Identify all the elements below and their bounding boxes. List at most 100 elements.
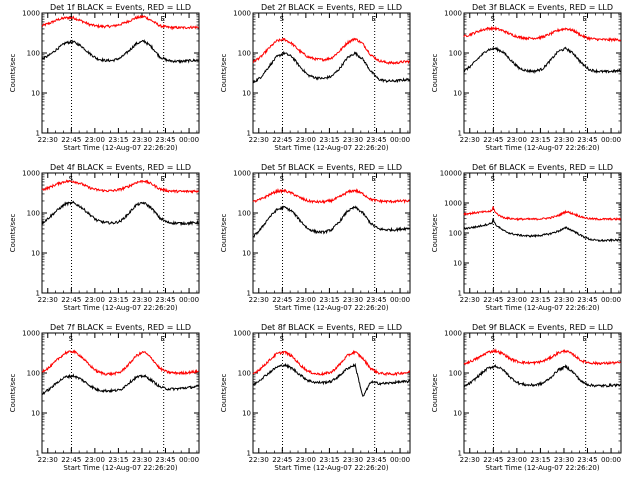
x-tick-label: 22:30 xyxy=(38,456,58,464)
x-tick-label: 00:00 xyxy=(390,296,410,304)
y-tick-label: 10 xyxy=(453,90,462,98)
series-red xyxy=(252,188,410,205)
marker-label-E: E xyxy=(583,175,587,183)
x-tick-label: 23:00 xyxy=(296,456,316,464)
x-tick-label: 23:30 xyxy=(343,456,363,464)
y-tick-label: 1000 xyxy=(444,10,462,18)
y-tick-label: 1 xyxy=(247,130,251,138)
x-tick-label: 22:45 xyxy=(272,136,292,144)
plot-frame xyxy=(463,12,622,134)
x-tick-label: 22:30 xyxy=(38,136,58,144)
x-tick-label: 23:15 xyxy=(108,136,128,144)
y-tick-label: 1 xyxy=(36,450,40,458)
x-tick-label: 23:30 xyxy=(554,136,574,144)
y-tick-label: 1 xyxy=(36,130,40,138)
x-tick-label: 22:45 xyxy=(483,136,503,144)
x-axis-label: Start Time (12-Aug-07 22:26:20) xyxy=(485,144,599,152)
x-tick-label: 00:00 xyxy=(601,136,621,144)
panel-title: Det 6f BLACK = Events, RED = LLD xyxy=(472,163,613,172)
y-axis-label: Counts/sec xyxy=(431,374,439,413)
marker-label-S: S xyxy=(69,175,74,183)
x-tick-label: 22:30 xyxy=(249,136,269,144)
marker-label-E: E xyxy=(161,175,165,183)
x-tick-label: 23:45 xyxy=(155,136,175,144)
y-tick-label: 1000 xyxy=(444,330,462,338)
marker-label-E: E xyxy=(372,335,376,343)
marker-label-S: S xyxy=(491,175,496,183)
y-axis-label: Counts/sec xyxy=(431,54,439,93)
y-tick-label: 1 xyxy=(247,290,251,298)
x-axis-label: Start Time (12-Aug-07 22:26:20) xyxy=(63,304,177,312)
plot-frame xyxy=(41,172,200,294)
y-tick-label: 10 xyxy=(31,410,40,418)
panel-title: Det 5f BLACK = Events, RED = LLD xyxy=(261,163,402,172)
panel-title: Det 9f BLACK = Events, RED = LLD xyxy=(472,323,613,332)
y-tick-label: 10 xyxy=(242,410,251,418)
x-tick-label: 22:30 xyxy=(249,456,269,464)
x-tick-label: 23:00 xyxy=(296,136,316,144)
y-tick-label: 1 xyxy=(36,290,40,298)
marker-label-S: S xyxy=(491,335,496,343)
marker-label-E: E xyxy=(161,335,165,343)
y-tick-label: 10000 xyxy=(440,170,462,178)
y-tick-label: 100 xyxy=(449,370,462,378)
x-tick-label: 23:45 xyxy=(577,456,597,464)
x-tick-label: 22:30 xyxy=(38,296,58,304)
plot-frame xyxy=(463,332,622,454)
marker-label-S: S xyxy=(280,15,285,23)
x-axis-label: Start Time (12-Aug-07 22:26:20) xyxy=(274,304,388,312)
panel-9: Det 9f BLACK = Events, RED = LLD 1 10 100 10… xyxy=(431,323,622,472)
marker-label-E: E xyxy=(372,15,376,23)
y-tick-label: 100 xyxy=(238,210,251,218)
panel-4: Det 4f BLACK = Events, RED = LLD 1 10 100 10… xyxy=(9,163,200,312)
marker-label-E: E xyxy=(583,335,587,343)
series-red xyxy=(463,348,622,366)
y-tick-label: 100 xyxy=(238,370,251,378)
x-tick-label: 00:00 xyxy=(601,296,621,304)
y-tick-label: 1 xyxy=(458,450,462,458)
series-black xyxy=(252,205,410,238)
x-tick-label: 23:15 xyxy=(319,136,339,144)
y-tick-label: 10 xyxy=(453,410,462,418)
series-red xyxy=(252,37,410,66)
series-black xyxy=(463,46,622,74)
x-tick-label: 23:45 xyxy=(155,456,175,464)
y-tick-label: 100 xyxy=(27,370,40,378)
x-axis-label: Start Time (12-Aug-07 22:26:20) xyxy=(63,144,177,152)
y-tick-label: 1 xyxy=(458,130,462,138)
x-tick-label: 23:30 xyxy=(554,456,574,464)
marker-label-S: S xyxy=(491,15,496,23)
x-tick-label: 23:15 xyxy=(530,456,550,464)
series-red xyxy=(463,206,622,222)
panel-8: Det 8f BLACK = Events, RED = LLD 1 10 100 10… xyxy=(220,323,411,472)
x-tick-label: 23:15 xyxy=(319,296,339,304)
x-tick-label: 23:30 xyxy=(132,296,152,304)
series-red xyxy=(41,14,199,31)
x-tick-label: 00:00 xyxy=(390,136,410,144)
x-tick-label: 23:30 xyxy=(132,136,152,144)
plot-frame xyxy=(41,332,200,454)
x-tick-label: 23:00 xyxy=(507,296,527,304)
x-tick-label: 23:00 xyxy=(507,456,527,464)
y-tick-label: 10 xyxy=(242,250,251,258)
series-red xyxy=(41,349,199,377)
x-tick-label: 23:15 xyxy=(530,296,550,304)
x-axis-label: Start Time (12-Aug-07 22:26:20) xyxy=(63,464,177,472)
panel-5: Det 5f BLACK = Events, RED = LLD 1 10 100 10… xyxy=(220,163,411,312)
plot-frame xyxy=(252,12,411,134)
y-tick-label: 10 xyxy=(31,90,40,98)
y-tick-label: 1000 xyxy=(444,200,462,208)
y-tick-label: 1000 xyxy=(233,330,251,338)
x-tick-label: 23:15 xyxy=(108,296,128,304)
y-tick-label: 1000 xyxy=(22,330,40,338)
x-tick-label: 00:00 xyxy=(179,296,199,304)
y-axis-label: Counts/sec xyxy=(9,214,17,253)
x-tick-label: 22:30 xyxy=(249,296,269,304)
y-axis-label: Counts/sec xyxy=(220,54,228,93)
panel-title: Det 2f BLACK = Events, RED = LLD xyxy=(261,3,402,12)
plot-frame xyxy=(463,172,622,294)
y-tick-label: 10 xyxy=(453,260,462,268)
series-black xyxy=(252,362,410,398)
marker-label-E: E xyxy=(161,15,165,23)
